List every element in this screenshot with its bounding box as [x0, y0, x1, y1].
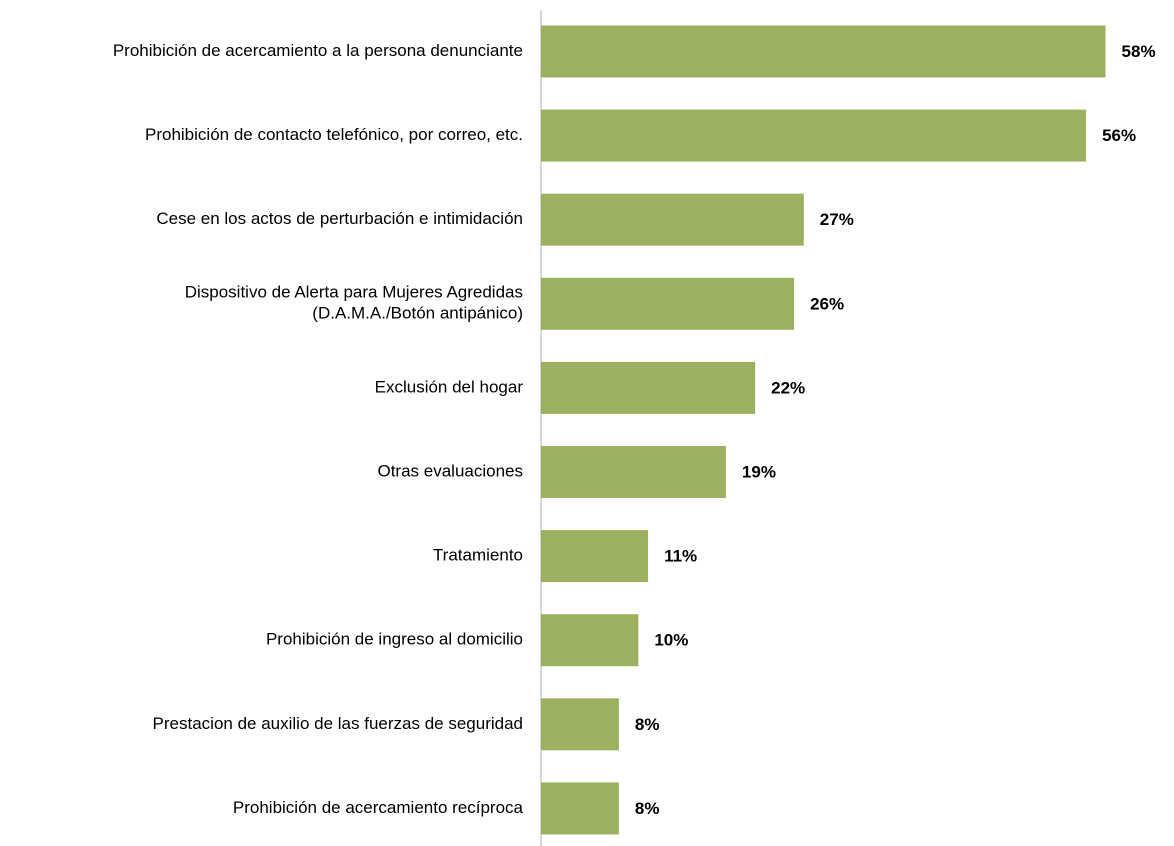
- bar: [541, 277, 795, 330]
- value-label: 22%: [771, 378, 805, 397]
- category-label: Prohibición de ingreso al domicilio: [266, 630, 523, 649]
- value-label: 19%: [742, 462, 776, 481]
- category-label: Prohibición de contacto telefónico, por …: [145, 125, 523, 144]
- bar: [541, 193, 804, 246]
- value-label: 56%: [1102, 126, 1136, 145]
- category-label: Dispositivo de Alerta para Mujeres Agred…: [185, 283, 523, 323]
- bar: [541, 782, 619, 835]
- value-label: 11%: [664, 547, 697, 566]
- value-label: 26%: [810, 294, 844, 313]
- category-label: Prohibición de acercamiento recíproca: [233, 798, 524, 817]
- bar: [541, 109, 1087, 162]
- value-label: 8%: [635, 715, 660, 734]
- category-label: Exclusión del hogar: [375, 377, 524, 396]
- value-label: 8%: [635, 799, 660, 818]
- category-label: Prohibición de acercamiento a la persona…: [113, 41, 523, 60]
- value-label: 58%: [1122, 42, 1156, 61]
- category-label: Tratamiento: [433, 546, 523, 565]
- bar: [541, 698, 619, 751]
- category-label: Otras evaluaciones: [377, 461, 523, 480]
- bar: [541, 446, 726, 498]
- value-label: 10%: [654, 631, 688, 650]
- category-label: Cese en los actos de perturbación e inti…: [156, 209, 523, 228]
- bar: [541, 25, 1106, 78]
- category-label: Prestacion de auxilio de las fuerzas de …: [153, 714, 523, 733]
- bar: [541, 361, 756, 414]
- value-label: 27%: [820, 210, 854, 229]
- bar: [541, 530, 649, 583]
- bar: [541, 614, 639, 667]
